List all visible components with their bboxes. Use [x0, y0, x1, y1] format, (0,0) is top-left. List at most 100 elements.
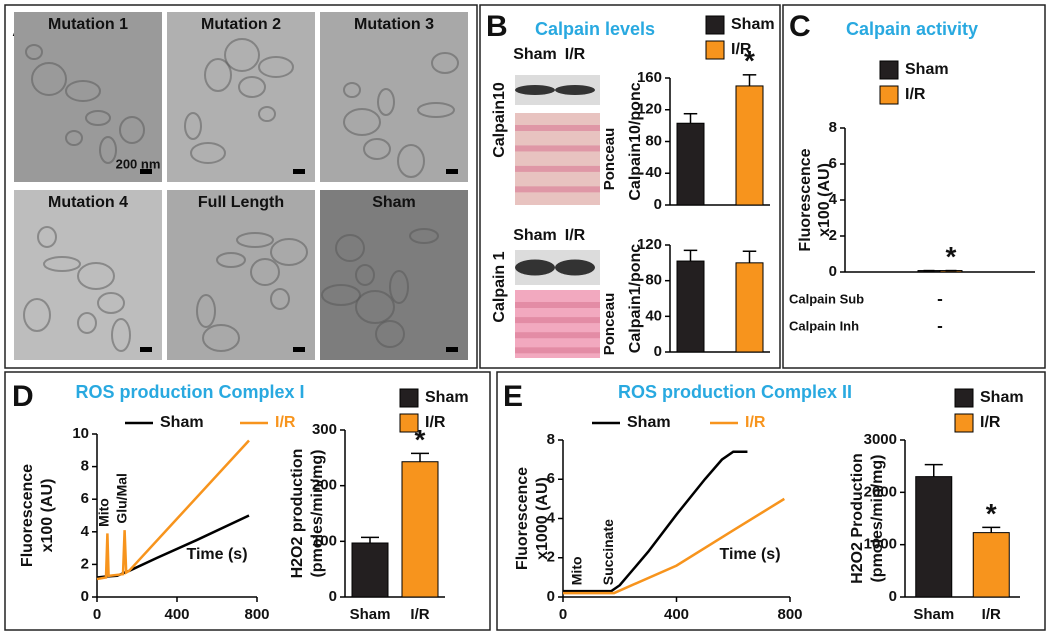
organelle	[409, 228, 439, 244]
organelle	[377, 88, 395, 116]
y-axis-label: x1000 (AU)	[534, 477, 551, 560]
y-tick-label: 100	[312, 532, 337, 549]
scale-bar	[140, 347, 152, 352]
panel-letter: B	[486, 10, 508, 43]
panel-letter: C	[789, 10, 811, 43]
line	[563, 497, 785, 595]
organelle	[204, 58, 232, 92]
organelle	[335, 234, 365, 262]
organelle	[85, 110, 111, 126]
x-axis-label: Time (s)	[186, 546, 247, 563]
y-tick-label: 0	[654, 343, 662, 360]
bar	[915, 476, 953, 598]
blot-lane: Sham	[513, 46, 557, 63]
y-tick-label: 6	[81, 490, 89, 507]
significance: *	[415, 424, 426, 455]
blot-lane: I/R	[565, 227, 586, 244]
micrograph-label: Mutation 1	[48, 16, 128, 33]
micrograph	[14, 12, 162, 182]
legend-swatch	[879, 85, 899, 105]
legend-label: I/R	[275, 414, 296, 431]
organelle	[238, 76, 266, 98]
y-tick-label: 80	[645, 132, 662, 149]
organelle	[224, 38, 260, 72]
y-tick-label: 2	[829, 227, 837, 244]
y-tick-label: 300	[312, 421, 337, 438]
condition-value: -	[937, 289, 943, 308]
y-axis-label: (pmoles/min/mg)	[309, 449, 326, 577]
x-tick-label: 800	[777, 606, 802, 623]
organelle	[258, 106, 276, 122]
bar	[735, 85, 764, 206]
y-tick-label: 4	[547, 509, 556, 526]
y-tick-label: 8	[547, 431, 555, 448]
y-tick-label: 120	[637, 236, 662, 253]
y-tick-label: 80	[645, 272, 662, 289]
legend-swatch	[954, 413, 974, 433]
organelle	[65, 80, 101, 102]
annotation: Succinate	[600, 519, 616, 585]
x-tick-label: 0	[559, 606, 567, 623]
y-tick-label: 8	[829, 119, 837, 136]
ponceau-band	[515, 186, 600, 193]
scale-bar	[293, 169, 305, 174]
legend-label: I/R	[980, 414, 1001, 431]
line	[96, 439, 250, 581]
ponceau-stain	[515, 290, 600, 358]
blot-band	[515, 85, 555, 95]
x-tick-label: 0	[93, 606, 101, 623]
x-tick-label: Sham	[913, 606, 954, 623]
organelle	[23, 298, 51, 332]
organelle	[97, 292, 125, 314]
organelle	[363, 138, 391, 160]
legend-label: Sham	[905, 61, 949, 78]
legend-label: Sham	[627, 414, 671, 431]
y-tick-label: 0	[654, 196, 662, 213]
organelle	[250, 258, 280, 286]
x-tick-label: 400	[664, 606, 689, 623]
scale-label: 200 nm	[116, 156, 161, 171]
bar	[401, 461, 439, 598]
y-axis-label: H2O2 production	[289, 449, 306, 579]
chart-title: ROS production Complex I	[75, 382, 304, 402]
organelle	[77, 312, 97, 334]
panel-a-frame	[4, 4, 478, 369]
organelle	[397, 144, 425, 178]
scale-bar	[446, 347, 458, 352]
x-axis-label: Time (s)	[719, 546, 780, 563]
y-axis-label: H2O2 Production	[849, 453, 866, 584]
micrograph-label: Sham	[372, 194, 416, 211]
y-axis-label: Fluorescence	[19, 464, 36, 567]
condition-name: Calpain Inh	[789, 318, 859, 333]
organelle	[321, 284, 361, 306]
y-tick-label: 10	[72, 425, 89, 442]
chart-title: ROS production Complex II	[618, 382, 852, 402]
line	[563, 450, 748, 593]
bar	[676, 260, 705, 353]
legend-label: I/R	[425, 414, 446, 431]
micrograph-label: Mutation 3	[354, 16, 434, 33]
organelle	[343, 108, 381, 136]
organelle	[196, 294, 216, 328]
micrograph	[167, 12, 315, 182]
micrograph	[14, 190, 162, 360]
legend-swatch	[399, 388, 419, 408]
y-axis-label: x100 (AU)	[816, 163, 833, 237]
organelle	[190, 142, 226, 164]
ponceau-band	[515, 317, 600, 324]
legend-label: I/R	[731, 41, 752, 58]
y-tick-label: 0	[81, 588, 89, 605]
y-tick-label: 0	[829, 263, 837, 280]
organelle	[216, 252, 246, 268]
organelle	[119, 116, 145, 144]
organelle	[343, 82, 361, 98]
ponceau-band	[515, 332, 600, 339]
organelle	[417, 102, 455, 118]
y-tick-label: 40	[645, 164, 662, 181]
organelle	[355, 290, 395, 324]
blot-protein: Calpain 1	[491, 251, 508, 322]
y-tick-label: 6	[829, 155, 837, 172]
micrograph-label: Full Length	[198, 194, 284, 211]
chart-title: Calpain activity	[846, 19, 978, 39]
